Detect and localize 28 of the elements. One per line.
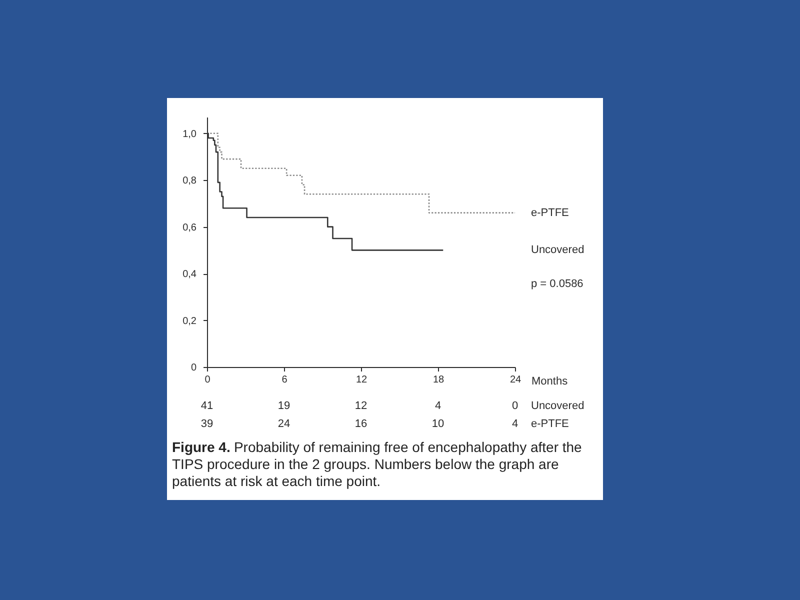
- text: 4: [512, 418, 518, 430]
- x-axis-title: Months: [532, 376, 568, 388]
- text: 19: [278, 400, 290, 412]
- text: Uncovered: [531, 400, 584, 412]
- text: 41: [200, 400, 214, 412]
- text: 0: [512, 400, 518, 412]
- text: 4: [434, 400, 442, 412]
- y-tick-label: 0,2: [182, 316, 197, 327]
- x-tick-label: 18: [432, 374, 444, 386]
- y-tick-label: 0,4: [182, 269, 197, 280]
- text: 12: [354, 400, 368, 412]
- caption: Figure 4. Probability of remaining free of encephalopathy after the TIPS procedure in the 2 groups. Numbers below the graph are patients at risk at each time point.: [172, 439, 582, 489]
- text: 10: [432, 418, 444, 430]
- text: Uncovered: [531, 244, 584, 256]
- text: 24: [278, 418, 290, 430]
- y-tick-label: 1,0: [182, 128, 197, 140]
- x-tick-label: 0: [204, 374, 211, 386]
- y-tick-label: 0: [190, 362, 197, 374]
- y-tick-label: 0,8: [182, 176, 197, 187]
- x-tick-label: 12: [356, 374, 368, 386]
- text: 39: [200, 418, 214, 430]
- text: p = 0.0586: [531, 278, 584, 290]
- series-label: e-PTFE: [531, 206, 569, 219]
- text: e-PTFE: [531, 418, 569, 430]
- x-tick-label: 24: [510, 374, 522, 386]
- text: 16: [354, 418, 368, 430]
- x-tick-label: 6: [282, 374, 288, 386]
- y-tick-label: 0,6: [182, 222, 197, 234]
